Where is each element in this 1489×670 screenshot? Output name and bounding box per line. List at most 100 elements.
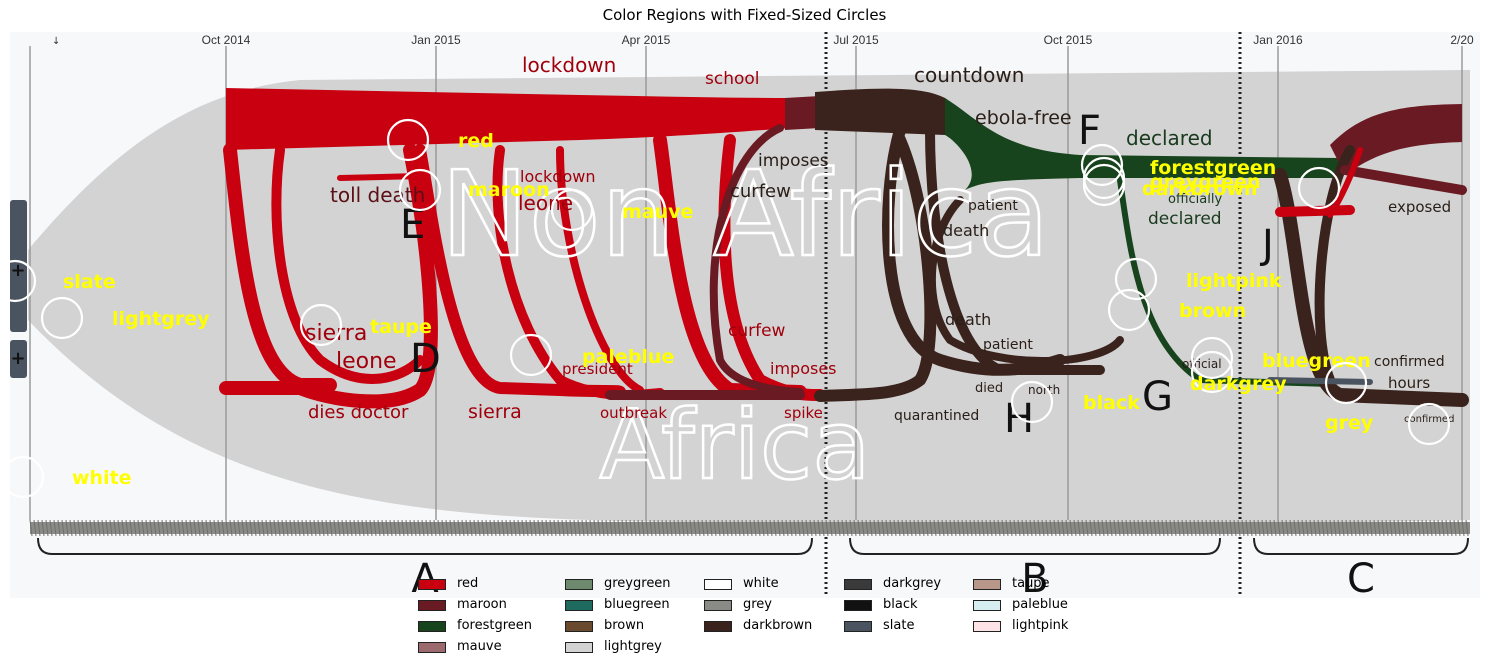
timeline-hatch [909, 519, 913, 537]
timeline-hatch [1253, 519, 1257, 537]
stream-text: Non Africa Africa lockdown school toll death… [305, 53, 1454, 502]
timeline-hatch [305, 519, 309, 537]
timeline-hatch [197, 519, 201, 537]
timeline-hatch [937, 519, 941, 537]
sample-circle [1107, 288, 1151, 332]
stream-letter: H [1004, 396, 1034, 442]
timeline-hatch [1077, 519, 1081, 537]
timeline-hatch [213, 519, 217, 537]
timeline-hatch [1209, 519, 1213, 537]
sample-circle [1324, 361, 1368, 405]
timeline-hatch [461, 519, 465, 537]
timeline-hatch [1413, 519, 1417, 537]
timeline-hatch [841, 519, 845, 537]
timeline-hatch [117, 519, 121, 537]
timeline-hatch [1109, 519, 1113, 537]
timeline-hatch [777, 519, 781, 537]
timeline-hatch [1421, 519, 1425, 537]
timeline-hatch [1153, 519, 1157, 537]
timeline-hatch [629, 519, 633, 537]
timeline-hatch [1433, 519, 1437, 537]
timeline-hatch [681, 519, 685, 537]
timeline-hatch [865, 519, 869, 537]
timeline-hatch [1301, 519, 1305, 537]
red-term-label: toll death [330, 183, 425, 207]
red-flow [653, 133, 807, 399]
circle-color-label: greygreen [1150, 171, 1261, 193]
timeline-hatch [1365, 519, 1369, 537]
timeline-hatch [757, 519, 761, 537]
dark-term-label: exposed [1388, 198, 1451, 216]
timeline-hatch [129, 519, 133, 537]
timeline-hatch [649, 519, 653, 537]
circle-color-label: grey [1325, 412, 1374, 434]
timeline-hatch [61, 519, 65, 537]
timeline-hatch [645, 519, 649, 537]
timeline-hatch [1349, 519, 1353, 537]
timeline-hatch [953, 519, 957, 537]
timeline-hatch [41, 519, 45, 537]
timeline-hatch [849, 519, 853, 537]
timeline-hatch [401, 519, 405, 537]
red-term-label: outbreak [600, 404, 667, 422]
timeline-hatch [437, 519, 441, 537]
timeline-hatch [609, 519, 613, 537]
timeline-hatch [825, 519, 829, 537]
timeline-hatch [161, 519, 165, 537]
legend-swatch [565, 621, 593, 632]
timeline-hatch [1221, 519, 1225, 537]
timeline-hatch [1085, 519, 1089, 537]
red-term-label: curfew [728, 321, 786, 341]
timeline-hatch [633, 519, 637, 537]
timeline-hatch [553, 519, 557, 537]
timeline-hatch [1453, 519, 1457, 537]
month-tick-label: Jan 2015 [411, 33, 461, 47]
timeline-hatch [877, 519, 881, 537]
circle-color-label: darkbrown [1142, 178, 1258, 200]
sample-circle [1114, 257, 1158, 301]
month-tick-label: Jan 2016 [1253, 33, 1303, 47]
timeline-hatch [145, 519, 149, 537]
timeline-hatch [721, 519, 725, 537]
timeline-hatch [321, 519, 325, 537]
timeline-hatch [473, 519, 477, 537]
sample-circle [1080, 143, 1124, 187]
timeline-hatch [1465, 519, 1469, 537]
timeline-hatch [933, 519, 937, 537]
timeline-hatch [837, 519, 841, 537]
timeline-hatch [1309, 519, 1313, 537]
timeline-hatch [81, 519, 85, 537]
timeline-hatch [857, 519, 861, 537]
timeline-hatch [1081, 519, 1085, 537]
timeline-hatch [1133, 519, 1137, 537]
timeline-hatch [917, 519, 921, 537]
timeline-hatch [889, 519, 893, 537]
timeline-hatch [617, 519, 621, 537]
red-term-label: imposes [770, 359, 837, 378]
timeline-hatch [1025, 519, 1029, 537]
timeline-bar [30, 522, 1470, 534]
timeline-hatch [905, 519, 909, 537]
dark-term-label: curfew [730, 181, 791, 202]
timeline-hatch [101, 519, 105, 537]
timeline-hatch [749, 519, 753, 537]
dark-term-label: north [1028, 383, 1060, 397]
timeline-hatch [913, 519, 917, 537]
sample-circle [0, 259, 37, 303]
dark-term-label: confirmed [1374, 354, 1445, 370]
timeline-hatch [361, 519, 365, 537]
timeline-hatch [1281, 519, 1285, 537]
timeline-hatch [297, 519, 301, 537]
timeline-hatch [221, 519, 225, 537]
legend-label: maroon [457, 597, 507, 612]
timeline-hatch [385, 519, 389, 537]
circle-color-label: maroon [468, 179, 550, 201]
legend-label: red [457, 576, 479, 591]
timeline-hatch [637, 519, 641, 537]
timeline-hatch [1409, 519, 1413, 537]
timeline-hatch [1173, 519, 1177, 537]
forestgreen-flow-band [945, 98, 1340, 190]
timeline-hatch [269, 519, 273, 537]
timeline-hatch [381, 519, 385, 537]
timeline-hatch [141, 519, 145, 537]
